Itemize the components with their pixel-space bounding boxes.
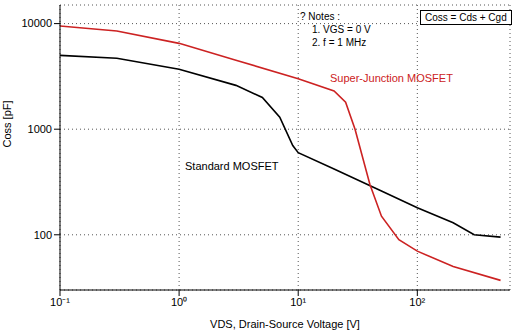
svg-text:Coss [pF]: Coss [pF] xyxy=(8,100,13,147)
svg-text:10000: 10000 xyxy=(21,17,52,29)
svg-text:VDS, Drain-Source Voltage [V]: VDS, Drain-Source Voltage [V] xyxy=(210,318,360,330)
html-text:1. VGS = 0 V: 1. VGS = 0 V xyxy=(312,24,371,35)
svg-text:10⁻¹: 10⁻¹ xyxy=(50,296,70,308)
html-text:Super-Junction MOSFET: Super-Junction MOSFET xyxy=(330,72,453,84)
html-text:Coss = Cds + Cgd: Coss = Cds + Cgd xyxy=(425,12,507,23)
svg-text:100: 100 xyxy=(34,229,52,241)
html-text:Standard MOSFET: Standard MOSFET xyxy=(185,160,279,172)
svg-text:10²: 10² xyxy=(409,296,425,308)
html-text:? Notes :: ? Notes : xyxy=(300,11,340,22)
svg-text:10¹: 10¹ xyxy=(290,296,306,308)
svg-text:10⁰: 10⁰ xyxy=(171,296,187,308)
html-text:2. f = 1 MHz: 2. f = 1 MHz xyxy=(312,37,367,48)
svg-text:1000: 1000 xyxy=(28,123,52,135)
